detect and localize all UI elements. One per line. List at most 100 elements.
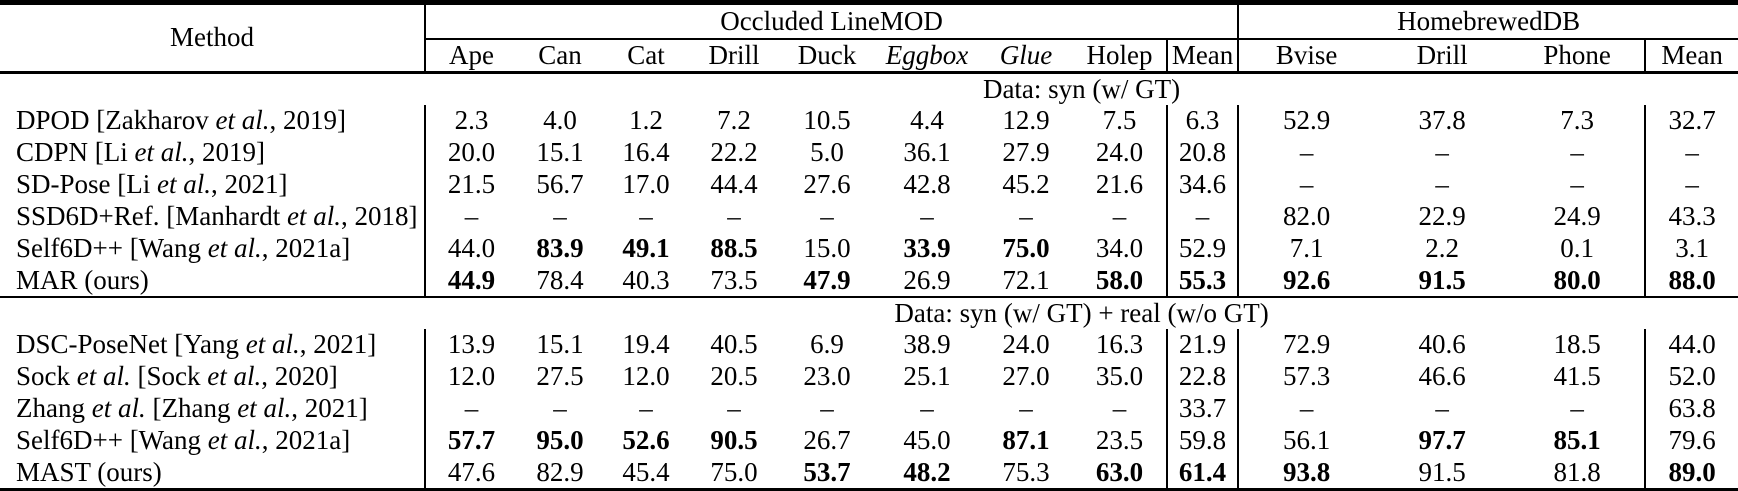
value-cell: 95.0 <box>536 425 584 455</box>
value-cell: 20.0 <box>424 136 517 169</box>
value-cell: – <box>1570 169 1584 199</box>
column-header-mean-hb: Mean <box>1644 38 1738 74</box>
value-cell: 52.9 <box>1165 232 1239 265</box>
value-cell: 47.9 <box>803 264 851 295</box>
table-row: DSC-PoseNet [Yang et al., 2021] 13.9 15.1 1… <box>0 328 1738 361</box>
value-cell: 27.0 <box>1002 361 1050 391</box>
table-row: SSD6D+Ref. [Manhardt et al., 2018] – – – – – –… <box>0 200 1738 233</box>
value-cell: 75.0 <box>710 456 758 487</box>
value-cell: 6.3 <box>1165 104 1239 137</box>
value-cell: 56.7 <box>536 169 584 199</box>
column-header-mean-linemod: Mean <box>1165 38 1239 74</box>
value-cell: 92.6 <box>1237 264 1375 297</box>
value-cell: – <box>1435 137 1449 167</box>
value-cell: 75.3 <box>1002 456 1050 487</box>
value-cell: 22.2 <box>710 137 758 167</box>
value-cell: 45.2 <box>1002 169 1050 199</box>
column-header-ape: Ape <box>424 38 517 74</box>
method-cell: Zhang et al. [Zhang et al., 2021] <box>16 393 368 423</box>
value-cell: 72.1 <box>1002 264 1050 295</box>
value-cell: – <box>920 201 934 231</box>
value-cell: 46.6 <box>1418 361 1466 391</box>
value-cell: – <box>727 201 741 231</box>
column-header-can: Can <box>517 38 603 74</box>
value-cell: 52.9 <box>1237 104 1375 137</box>
method-cell: MAST (ours) <box>16 456 162 487</box>
value-cell: 7.2 <box>717 105 751 135</box>
method-cell: Sock et al. [Sock et al., 2020] <box>16 361 338 391</box>
value-cell: – <box>1570 393 1584 423</box>
value-cell: 59.8 <box>1165 424 1239 457</box>
column-header-drill: Drill <box>689 38 779 74</box>
value-cell: 23.5 <box>1095 425 1144 455</box>
value-cell: 87.1 <box>1002 425 1050 455</box>
table-row: Zhang et al. [Zhang et al., 2021] – – – – – – –… <box>0 392 1738 425</box>
method-cell: MAR (ours) <box>16 264 149 295</box>
method-cell: DPOD [Zakharov et al., 2019] <box>16 105 346 135</box>
value-cell: 2.2 <box>1425 233 1459 263</box>
section-row: Data: syn (w/ GT) + real (w/o GT) <box>0 295 1738 329</box>
value-cell: 61.4 <box>1165 456 1239 491</box>
method-cell: Self6D++ [Wang et al., 2021a] <box>16 425 351 455</box>
value-cell: 82.0 <box>1237 200 1375 233</box>
value-cell: 24.0 <box>1002 329 1050 359</box>
value-cell: 4.0 <box>543 105 577 135</box>
value-cell: 47.6 <box>424 456 517 491</box>
value-cell: 49.1 <box>622 233 670 263</box>
value-cell: 16.3 <box>1095 329 1144 359</box>
table-body: Data: syn (w/ GT) DPOD [Zakharov et al., … <box>0 72 1738 491</box>
value-cell: 15.1 <box>536 137 584 167</box>
value-cell: 10.5 <box>803 105 851 135</box>
value-cell: 38.9 <box>903 329 951 359</box>
value-cell: 97.7 <box>1418 425 1466 455</box>
value-cell: 21.9 <box>1165 328 1239 361</box>
value-cell: 91.5 <box>1418 456 1466 487</box>
value-cell: 6.9 <box>810 329 844 359</box>
value-cell: 45.0 <box>903 425 951 455</box>
table-row: SD-Pose [Li et al., 2021] 21.5 56.7 17.0 44.… <box>0 168 1738 201</box>
value-cell: – <box>1644 136 1738 169</box>
value-cell: 16.4 <box>622 137 670 167</box>
value-cell: – <box>553 393 567 423</box>
section-row: Data: syn (w/ GT) <box>0 72 1738 105</box>
value-cell: – <box>1019 393 1033 423</box>
method-column-header: Method <box>0 2 425 74</box>
value-cell: 1.2 <box>629 105 663 135</box>
value-cell: 57.3 <box>1237 360 1375 393</box>
value-cell: 15.0 <box>803 233 851 263</box>
table-row: Self6D++ [Wang et al., 2021a] 44.0 83.9 49.… <box>0 232 1738 265</box>
value-cell: 44.0 <box>1644 328 1738 361</box>
value-cell: 75.0 <box>1002 233 1050 263</box>
value-cell: – <box>820 393 834 423</box>
column-header-glue: Glue <box>979 38 1073 74</box>
value-cell: 20.5 <box>710 361 758 391</box>
value-cell: 72.9 <box>1237 328 1375 361</box>
value-cell: – <box>424 392 517 425</box>
value-cell: 58.0 <box>1095 264 1144 295</box>
value-cell: 12.0 <box>424 360 517 393</box>
value-cell: 79.6 <box>1644 424 1738 457</box>
value-cell: 73.5 <box>710 264 758 295</box>
group-header-homebreweddb: HomebrewedDB <box>1237 2 1738 40</box>
table-header: Method Occluded LineMOD HomebrewedDB Ape… <box>0 2 1738 74</box>
value-cell: – <box>820 201 834 231</box>
value-cell: 12.9 <box>1002 105 1050 135</box>
value-cell: – <box>1435 169 1449 199</box>
value-cell: 26.7 <box>803 425 851 455</box>
table-row: CDPN [Li et al., 2019] 20.0 15.1 16.4 22.2 5.… <box>0 136 1738 169</box>
value-cell: – <box>920 393 934 423</box>
value-cell: 34.0 <box>1095 233 1144 263</box>
value-cell: 7.3 <box>1560 105 1594 135</box>
value-cell: 26.9 <box>903 264 951 295</box>
column-header-eggbox: Eggbox <box>875 38 979 74</box>
group-header-occluded-linemod: Occluded LineMOD <box>423 2 1239 40</box>
value-cell: – <box>553 201 567 231</box>
value-cell: 41.5 <box>1553 361 1601 391</box>
method-cell: SD-Pose [Li et al., 2021] <box>16 169 288 199</box>
value-cell: 19.4 <box>622 329 670 359</box>
value-cell: 85.1 <box>1553 425 1601 455</box>
value-cell: 27.5 <box>536 361 584 391</box>
column-header-holep: Holep <box>1073 38 1167 74</box>
value-cell: 24.0 <box>1095 137 1144 167</box>
